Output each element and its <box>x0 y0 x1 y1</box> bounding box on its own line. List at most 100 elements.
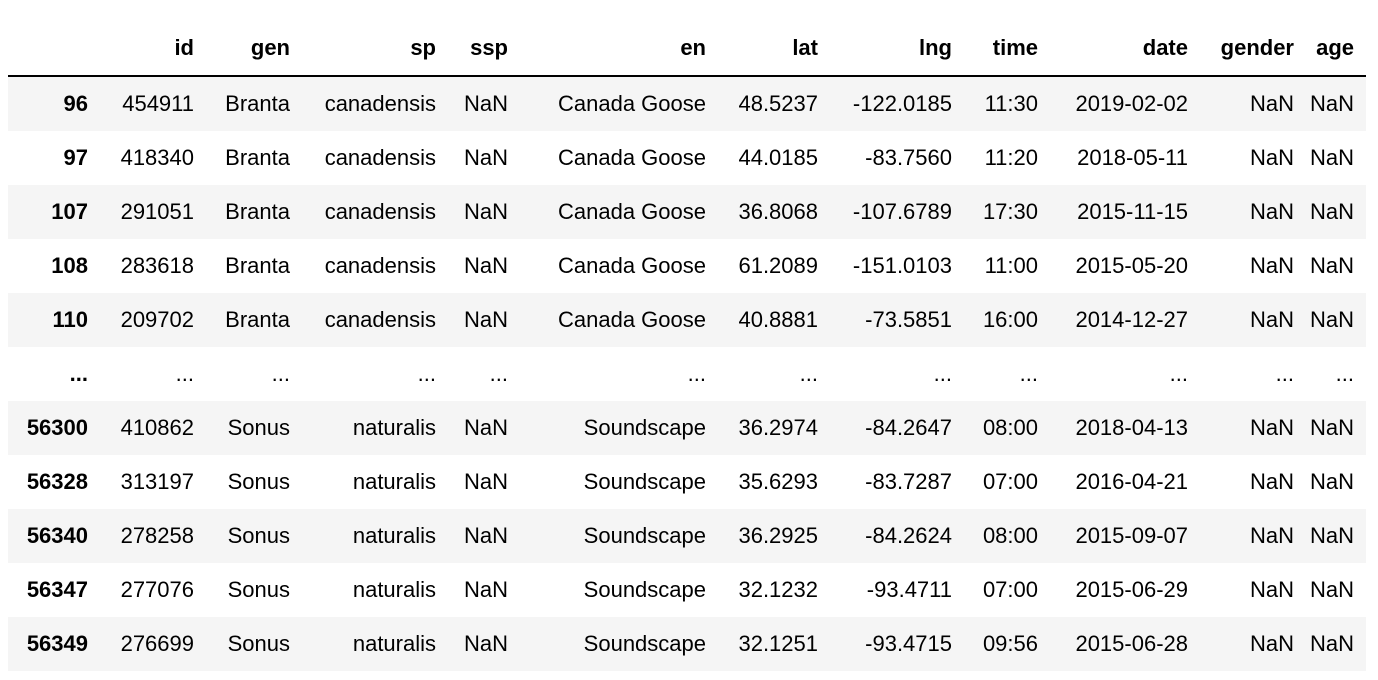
cell-id: 410862 <box>120 415 194 440</box>
cell-date: 2015-09-07 <box>1075 523 1188 548</box>
table-row: 96 454911 Branta canadensis NaN Canada Goose 4… <box>8 76 1366 131</box>
cell-gen: Sonus <box>227 577 290 602</box>
cell-id: 418340 <box>120 145 194 170</box>
cell-lat: 36.8068 <box>738 199 818 224</box>
cell-lat: 36.2974 <box>738 415 818 440</box>
table-row: 108 283618 Branta canadensis NaN Canada Goose… <box>8 239 1366 293</box>
cell-gen: Sonus <box>227 631 290 656</box>
row-index: 107 <box>51 199 88 224</box>
cell-id: 454911 <box>122 91 194 116</box>
cell-age: NaN <box>1309 199 1354 224</box>
cell-sp: canadensis <box>324 307 436 332</box>
cell-time: 11:30 <box>984 91 1038 116</box>
cell-lat: ... <box>799 361 818 386</box>
cell-lng: -73.5851 <box>865 307 952 332</box>
row-index: 96 <box>63 91 88 116</box>
cell-gender: NaN <box>1249 199 1294 224</box>
column-header-age: age <box>1306 21 1366 77</box>
cell-time: 17:30 <box>982 199 1038 224</box>
table-row: 110 209702 Branta canadensis NaN Canada Goose… <box>8 293 1366 347</box>
row-index: 56300 <box>26 415 88 440</box>
cell-age: NaN <box>1309 415 1354 440</box>
cell-id: 313197 <box>120 469 194 494</box>
row-index: 56328 <box>26 469 88 494</box>
cell-lng: -107.6789 <box>852 199 952 224</box>
cell-sp: canadensis <box>324 145 436 170</box>
cell-sp: naturalis <box>352 415 436 440</box>
cell-gender: NaN <box>1249 145 1294 170</box>
table-row: .................................... <box>8 347 1366 401</box>
cell-lat: 48.5237 <box>738 91 818 116</box>
table-row: 56347 277076 Sonus naturalis NaN Soundscape 32… <box>8 563 1366 617</box>
cell-gen: Sonus <box>227 469 290 494</box>
cell-gender: NaN <box>1249 91 1294 116</box>
column-header-ssp: ssp <box>448 21 520 77</box>
cell-ssp: NaN <box>463 523 508 548</box>
column-header-sp: sp <box>302 21 448 77</box>
cell-en: Canada Goose <box>558 199 706 224</box>
table-row: 97 418340 Branta canadensis NaN Canada Goose 4… <box>8 131 1366 185</box>
cell-sp: naturalis <box>352 523 436 548</box>
cell-date: 2015-11-15 <box>1077 199 1188 224</box>
cell-lat: 61.2089 <box>738 253 818 278</box>
cell-gender: NaN <box>1249 253 1294 278</box>
column-header-gen: gen <box>206 21 302 77</box>
column-header-id: id <box>100 21 206 77</box>
cell-ssp: ... <box>489 361 508 386</box>
cell-id: 291051 <box>120 199 194 224</box>
cell-gender: NaN <box>1249 523 1294 548</box>
cell-age: NaN <box>1309 577 1354 602</box>
cell-en: Soundscape <box>583 523 706 548</box>
cell-gender: NaN <box>1249 415 1294 440</box>
table-row: 56328 313197 Sonus naturalis NaN Soundscape 35… <box>8 455 1366 509</box>
cell-date: 2015-06-28 <box>1075 631 1188 656</box>
cell-gender: NaN <box>1249 631 1294 656</box>
cell-gender: NaN <box>1249 307 1294 332</box>
cell-date: 2014-12-27 <box>1075 307 1188 332</box>
row-index: 97 <box>63 145 88 170</box>
cell-age: NaN <box>1309 145 1354 170</box>
dataframe-table: id gen sp ssp en lat lng time date gender age 96 45… <box>8 21 1366 671</box>
cell-lng: -83.7287 <box>865 469 952 494</box>
cell-en: Canada Goose <box>558 91 706 116</box>
cell-date: 2018-05-11 <box>1077 145 1188 170</box>
cell-gen: Branta <box>225 307 290 332</box>
cell-id: 209702 <box>120 307 194 332</box>
column-header-en: en <box>520 21 718 77</box>
cell-ssp: NaN <box>463 307 508 332</box>
cell-lng: -93.4711 <box>866 577 952 602</box>
cell-gender: ... <box>1275 361 1294 386</box>
cell-date: 2016-04-21 <box>1075 469 1188 494</box>
cell-ssp: NaN <box>463 631 508 656</box>
cell-lng: -84.2647 <box>865 415 952 440</box>
cell-time: 16:00 <box>982 307 1038 332</box>
row-index: 56347 <box>26 577 88 602</box>
column-header-lat: lat <box>718 21 830 77</box>
cell-age: NaN <box>1309 523 1354 548</box>
cell-lat: 35.6293 <box>738 469 818 494</box>
table-row: 56300 410862 Sonus naturalis NaN Soundscape 36… <box>8 401 1366 455</box>
cell-sp: ... <box>417 361 436 386</box>
cell-date: ... <box>1169 361 1188 386</box>
cell-gen: ... <box>271 361 290 386</box>
cell-en: Canada Goose <box>558 253 706 278</box>
cell-lat: 32.1232 <box>738 577 818 602</box>
cell-gen: Branta <box>225 253 290 278</box>
cell-ssp: NaN <box>463 469 508 494</box>
cell-id: 276699 <box>120 631 194 656</box>
header-row: id gen sp ssp en lat lng time date gender age <box>8 21 1366 77</box>
cell-lat: 44.0185 <box>738 145 818 170</box>
cell-en: ... <box>687 361 706 386</box>
cell-age: NaN <box>1309 631 1354 656</box>
dataframe-container: id gen sp ssp en lat lng time date gender age 96 45… <box>8 21 1366 671</box>
column-header-gender: gender <box>1200 21 1306 77</box>
table-row: 56340 278258 Sonus naturalis NaN Soundscape 36… <box>8 509 1366 563</box>
cell-sp: naturalis <box>352 469 436 494</box>
cell-sp: canadensis <box>324 199 436 224</box>
row-index: 108 <box>51 253 88 278</box>
cell-date: 2015-05-20 <box>1075 253 1188 278</box>
cell-id: 278258 <box>120 523 194 548</box>
cell-age: NaN <box>1309 307 1354 332</box>
index-header <box>8 21 100 77</box>
cell-id: ... <box>175 361 194 386</box>
